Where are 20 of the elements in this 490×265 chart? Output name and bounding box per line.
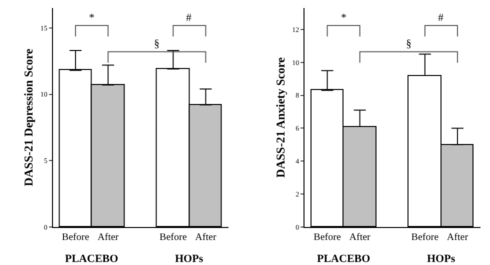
annotation: * [89, 12, 94, 24]
x-tick-label: After [349, 232, 372, 243]
text: HOPs [175, 253, 204, 265]
x-tick-label: Before [160, 232, 188, 243]
x-tick-label: Before [62, 232, 90, 243]
annotation: § [154, 38, 160, 50]
x-tick-label: Before [411, 232, 440, 243]
x-tick-label: After [195, 232, 217, 243]
annotation: § [406, 38, 412, 50]
x-tick-label: After [98, 232, 120, 243]
y-axis-title: DASS-21 Anxiety Score [273, 56, 288, 178]
annotation: * [341, 12, 346, 24]
text: PLACEBO [65, 253, 119, 265]
annotation: # [186, 12, 192, 24]
x-tick-label: Before [314, 232, 342, 243]
y-axis-title: DASS-21 Depression Score [22, 48, 36, 186]
text: HOPs [427, 253, 456, 265]
x-tick-label: After [446, 232, 469, 243]
annotation: # [438, 12, 444, 24]
text: PLACEBO [317, 253, 371, 265]
